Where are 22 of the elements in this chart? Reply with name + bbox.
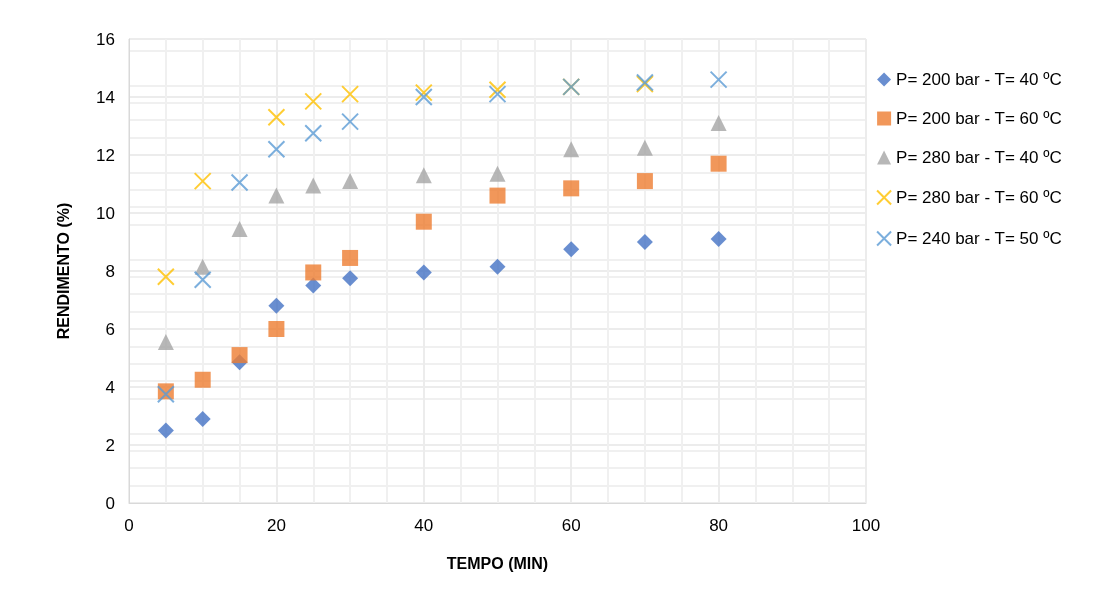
- x-tick-label: 20: [266, 516, 286, 535]
- y-tick-label: 10: [96, 203, 115, 223]
- legend-label: P= 280 bar - T= 40 ºC: [896, 148, 1062, 167]
- x-axis-title: TEMPO (MIN): [446, 554, 549, 572]
- x-tick-label: 0: [124, 516, 134, 535]
- x-tick-label: 100: [851, 516, 881, 535]
- legend-label: P= 200 bar - T= 60 ºC: [896, 109, 1062, 128]
- y-tick-label: 12: [96, 145, 115, 165]
- y-tick-label: 6: [105, 319, 115, 339]
- y-tick-label: 0: [105, 493, 115, 513]
- x-tick-label: 80: [709, 516, 729, 535]
- legend-label: P= 240 bar - T= 50 ºC: [896, 229, 1062, 248]
- y-tick-label: 14: [96, 87, 115, 107]
- legend-label: P= 280 bar - T= 60 ºC: [896, 188, 1062, 207]
- y-tick-label: 2: [105, 435, 115, 455]
- y-tick-label: 16: [96, 29, 115, 49]
- legend-label: P= 200 bar - T= 40 ºC: [896, 70, 1062, 89]
- y-tick-label: 8: [105, 261, 115, 281]
- x-tick-label: 40: [414, 516, 434, 535]
- x-tick-label: 60: [561, 516, 581, 535]
- y-tick-label: 4: [105, 377, 115, 397]
- y-axis-title: RENDIMENTO (%): [54, 202, 72, 340]
